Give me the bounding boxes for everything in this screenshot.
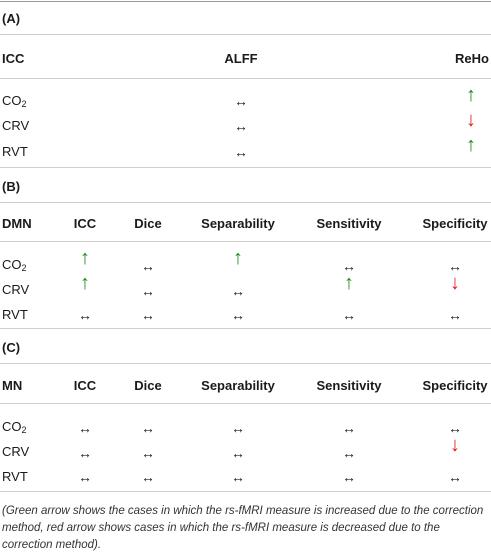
c-rvt-dice-arrow-icon: ↔ — [141, 469, 155, 485]
header-dmn: DMN — [2, 216, 32, 231]
row-label-crv: CRV — [2, 282, 30, 297]
c-crv-icc-arrow-icon: ↔ — [78, 445, 92, 461]
header-alff: ALFF — [224, 51, 258, 66]
divider — [0, 34, 491, 35]
b-crv-icc-up-arrow-icon: ↑ — [80, 272, 90, 294]
b-co2-separability-up-arrow-icon: ↑ — [233, 247, 243, 269]
row-label-co2: CO2 — [2, 93, 27, 109]
row-label-co2: CO2 — [2, 419, 27, 435]
reho-rvt-up-arrow-icon: ↑ — [466, 134, 476, 156]
row-label-rvt: RVT — [2, 307, 28, 322]
c-co2-specificity-arrow-icon: ↔ — [448, 420, 462, 436]
alff-rvt-arrow-icon: ↔ — [234, 144, 248, 160]
b-crv-specificity-down-arrow-icon: ↓ — [450, 272, 460, 294]
reho-crv-down-arrow-icon: ↓ — [466, 109, 476, 131]
header-dice: Dice — [134, 378, 162, 393]
b-rvt-separability-arrow-icon: ↔ — [231, 307, 245, 323]
divider — [0, 202, 491, 203]
header-reho: ReHo — [455, 51, 489, 66]
reho-co2-up-arrow-icon: ↑ — [466, 84, 476, 106]
c-crv-sensitivity-arrow-icon: ↔ — [342, 445, 356, 461]
row-label-co2: CO2 — [2, 257, 27, 273]
row-label-crv: CRV — [2, 118, 30, 133]
b-co2-sensitivity-arrow-icon: ↔ — [342, 258, 356, 274]
b-crv-separability-arrow-icon: ↔ — [231, 283, 245, 299]
header-dice: Dice — [134, 216, 162, 231]
c-crv-specificity-down-arrow-icon: ↓ — [450, 434, 460, 456]
section-a-label: (A) — [2, 11, 21, 26]
c-rvt-separability-arrow-icon: ↔ — [231, 469, 245, 485]
c-rvt-specificity-arrow-icon: ↔ — [448, 469, 462, 485]
divider — [0, 328, 491, 329]
b-rvt-sensitivity-arrow-icon: ↔ — [342, 307, 356, 323]
section-c-label: (C) — [2, 340, 21, 355]
alff-crv-arrow-icon: ↔ — [234, 118, 248, 134]
c-rvt-icc-arrow-icon: ↔ — [78, 469, 92, 485]
b-co2-specificity-arrow-icon: ↔ — [448, 258, 462, 274]
header-mn: MN — [2, 378, 23, 393]
c-co2-separability-arrow-icon: ↔ — [231, 420, 245, 436]
divider — [0, 1, 491, 2]
header-icc: ICC — [73, 216, 97, 231]
b-co2-dice-arrow-icon: ↔ — [141, 258, 155, 274]
c-rvt-sensitivity-arrow-icon: ↔ — [342, 469, 356, 485]
b-crv-dice-arrow-icon: ↔ — [141, 283, 155, 299]
header-icc: ICC — [73, 378, 97, 393]
header-specificity: Specificity — [422, 216, 488, 231]
c-co2-dice-arrow-icon: ↔ — [141, 420, 155, 436]
header-separability: Separability — [201, 216, 275, 231]
row-label-rvt: RVT — [2, 469, 28, 484]
divider — [0, 78, 491, 79]
header-sensitivity: Sensitivity — [316, 378, 382, 393]
b-rvt-specificity-arrow-icon: ↔ — [448, 307, 462, 323]
divider — [0, 241, 491, 242]
header-sensitivity: Sensitivity — [316, 216, 382, 231]
table-footnote: (Green arrow shows the cases in which th… — [2, 505, 484, 551]
c-crv-dice-arrow-icon: ↔ — [141, 445, 155, 461]
b-rvt-icc-arrow-icon: ↔ — [78, 307, 92, 323]
row-label-rvt: RVT — [2, 144, 28, 159]
divider — [0, 403, 491, 404]
header-separability: Separability — [201, 378, 275, 393]
divider — [0, 167, 491, 168]
row-label-crv: CRV — [2, 444, 30, 459]
b-co2-icc-up-arrow-icon: ↑ — [80, 247, 90, 269]
c-co2-sensitivity-arrow-icon: ↔ — [342, 420, 356, 436]
c-co2-icc-arrow-icon: ↔ — [78, 420, 92, 436]
header-icc: ICC — [2, 51, 25, 66]
b-rvt-dice-arrow-icon: ↔ — [141, 307, 155, 323]
alff-co2-arrow-icon: ↔ — [234, 93, 248, 109]
section-b-label: (B) — [2, 179, 21, 194]
divider — [0, 491, 491, 492]
c-crv-separability-arrow-icon: ↔ — [231, 445, 245, 461]
header-specificity: Specificity — [422, 378, 488, 393]
b-crv-sensitivity-up-arrow-icon: ↑ — [344, 272, 354, 294]
divider — [0, 363, 491, 364]
